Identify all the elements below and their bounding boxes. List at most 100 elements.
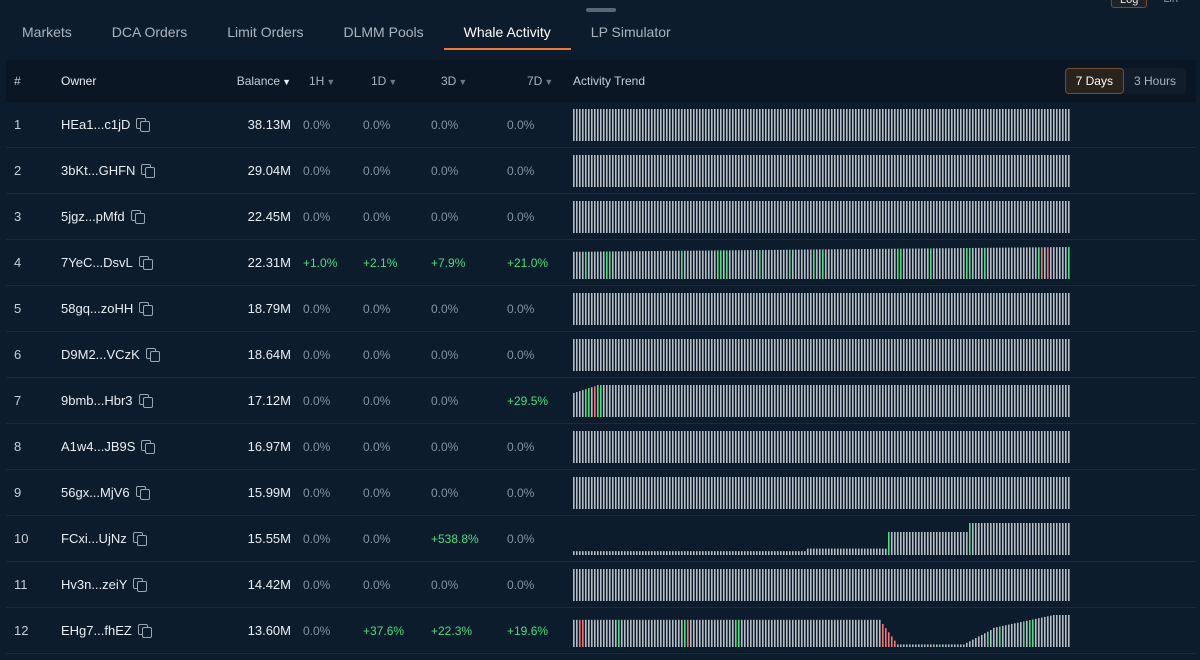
owner-address[interactable]: 7YeC...DsvL <box>61 255 133 270</box>
sparkline-bar <box>852 200 854 233</box>
copy-icon[interactable] <box>136 118 151 132</box>
table-row[interactable]: 10 FCxi...UjNz 15.55M 0.0% 0.0% +538.8% 0.0% <box>6 516 1196 562</box>
sparkline-bar <box>666 619 668 647</box>
drag-handle[interactable] <box>586 8 616 12</box>
sparkline-bar <box>1032 476 1034 509</box>
sparkline-bar <box>663 430 665 463</box>
copy-icon[interactable] <box>135 486 150 500</box>
activity-sparkline <box>573 476 1070 509</box>
copy-icon[interactable] <box>133 578 148 592</box>
sparkline-bar <box>585 200 587 233</box>
copy-icon[interactable] <box>145 348 160 362</box>
scale-log-button[interactable]: Log <box>1110 0 1148 8</box>
sparkline-bar <box>744 476 746 509</box>
sparkline-bar <box>699 568 701 601</box>
owner-address[interactable]: 3bKt...GHFN <box>61 163 136 178</box>
tab-markets[interactable]: Markets <box>22 24 72 40</box>
sparkline-bar <box>936 384 938 417</box>
sparkline-bar <box>885 338 887 371</box>
table-row[interactable]: 7 9bmb...Hbr3 17.12M 0.0% 0.0% 0.0% +29.5% <box>6 378 1196 424</box>
owner-address[interactable]: 58gq...zoHH <box>61 301 134 316</box>
sparkline-bar <box>816 430 818 463</box>
owner-address[interactable]: A1w4...JB9S <box>61 439 136 454</box>
table-row[interactable]: 5 58gq...zoHH 18.79M 0.0% 0.0% 0.0% 0.0% <box>6 286 1196 332</box>
sparkline-bar <box>990 247 992 279</box>
tab-lp-simulator[interactable]: LP Simulator <box>590 24 671 40</box>
table-row[interactable]: 6 D9M2...VCzK 18.64M 0.0% 0.0% 0.0% 0.0% <box>6 332 1196 378</box>
sparkline-bar <box>588 292 590 325</box>
scale-lin-button[interactable]: Lin <box>1155 0 1186 8</box>
copy-icon[interactable] <box>138 394 153 408</box>
sparkline-bar <box>1050 522 1052 555</box>
sparkline-bar <box>1056 614 1058 647</box>
sparkline-bar <box>819 568 821 601</box>
copy-icon[interactable] <box>132 532 147 546</box>
table-row[interactable]: 12 EHg7...fhEZ 13.60M 0.0% +37.6% +22.3% +19.6… <box>6 608 1196 654</box>
sparkline-bar <box>726 619 728 647</box>
sparkline-bar <box>1017 430 1019 463</box>
sparkline-bar <box>981 384 983 417</box>
owner-address[interactable]: Hv3n...zeiY <box>61 577 128 592</box>
tab-dlmm-pools[interactable]: DLMM Pools <box>343 24 424 40</box>
sparkline-bar <box>963 430 965 463</box>
header-7d[interactable]: 7D ▼ <box>495 74 571 88</box>
sparkline-bar <box>771 338 773 371</box>
owner-address[interactable]: 5jgz...pMfd <box>61 209 125 224</box>
sparkline-bar <box>1017 292 1019 325</box>
owner-address[interactable]: D9M2...VCzK <box>61 347 140 362</box>
sparkline-bar <box>648 568 650 601</box>
sparkline-bar <box>792 619 794 647</box>
owner-address[interactable]: EHg7...fhEZ <box>61 623 132 638</box>
owner-address[interactable]: FCxi...UjNz <box>61 531 127 546</box>
sparkline-bar <box>765 568 767 601</box>
range-3-hours-button[interactable]: 3 Hours <box>1133 74 1176 88</box>
sparkline-bar <box>897 430 899 463</box>
tab-dca-orders[interactable]: DCA Orders <box>111 24 188 40</box>
sparkline-bar <box>924 568 926 601</box>
sparkline-bar <box>768 550 770 555</box>
sparkline-bar <box>1032 384 1034 417</box>
range-7-days-button[interactable]: 7 Days <box>1064 68 1124 94</box>
table-row[interactable]: 8 A1w4...JB9S 16.97M 0.0% 0.0% 0.0% 0.0% <box>6 424 1196 470</box>
header-balance[interactable]: Balance ▼ <box>206 74 291 88</box>
sparkline-bar <box>690 568 692 601</box>
sparkline-bar <box>921 200 923 233</box>
sparkline-bar <box>840 292 842 325</box>
table-row[interactable]: 1 HEa1...c1jD 38.13M 0.0% 0.0% 0.0% 0.0% <box>6 102 1196 148</box>
sparkline-bar <box>792 154 794 187</box>
header-1h[interactable]: 1H ▼ <box>291 74 351 88</box>
owner-address[interactable]: 9bmb...Hbr3 <box>61 393 133 408</box>
sparkline-bar <box>1008 624 1010 647</box>
owner-address[interactable]: 56gx...MjV6 <box>61 485 130 500</box>
tab-whale-activity[interactable]: Whale Activity <box>443 12 571 52</box>
sparkline-bar <box>582 338 584 371</box>
table-row[interactable]: 2 3bKt...GHFN 29.04M 0.0% 0.0% 0.0% 0.0% <box>6 148 1196 194</box>
header-1d[interactable]: 1D ▼ <box>351 74 419 88</box>
sparkline-bar <box>936 108 938 141</box>
copy-icon[interactable] <box>141 440 156 454</box>
sparkline-bar <box>984 568 986 601</box>
sparkline-bar <box>969 640 971 647</box>
table-row[interactable]: 11 Hv3n...zeiY 14.42M 0.0% 0.0% 0.0% 0.0% <box>6 562 1196 608</box>
sparkline-bar <box>981 338 983 371</box>
table-row[interactable]: 4 7YeC...DsvL 22.31M +1.0% +2.1% +7.9% +21.0% <box>6 240 1196 286</box>
copy-icon[interactable] <box>130 210 145 224</box>
header-3d[interactable]: 3D ▼ <box>419 74 495 88</box>
tab-limit-orders[interactable]: Limit Orders <box>227 24 304 40</box>
table-row[interactable]: 9 56gx...MjV6 15.99M 0.0% 0.0% 0.0% 0.0% <box>6 470 1196 516</box>
owner-address[interactable]: HEa1...c1jD <box>61 117 131 132</box>
sparkline-bar <box>702 108 704 141</box>
sparkline-bar <box>717 430 719 463</box>
sparkline-bar <box>948 531 950 555</box>
copy-icon[interactable] <box>137 624 152 638</box>
sparkline-bar <box>627 476 629 509</box>
activity-trend-cell <box>571 154 1073 187</box>
sparkline-bar <box>849 292 851 325</box>
table-row[interactable]: 3 5jgz...pMfd 22.45M 0.0% 0.0% 0.0% 0.0% <box>6 194 1196 240</box>
sparkline-bar <box>780 249 782 279</box>
sparkline-bar <box>636 619 638 647</box>
copy-icon[interactable] <box>138 256 153 270</box>
copy-icon[interactable] <box>141 164 156 178</box>
sparkline-bar <box>828 338 830 371</box>
copy-icon[interactable] <box>139 302 154 316</box>
